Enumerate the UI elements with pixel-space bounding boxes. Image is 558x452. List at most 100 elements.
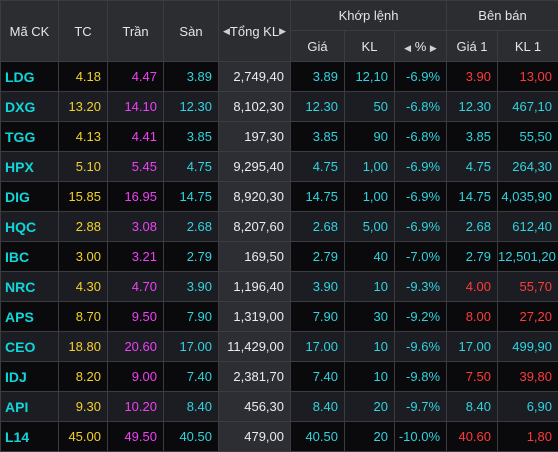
- ref-price-cell: 4.13: [59, 122, 108, 152]
- match-pct-cell: -6.8%: [395, 92, 447, 122]
- total-volume-cell: 2,381,70: [219, 362, 291, 392]
- sell-volume1-cell: 12,501,20: [498, 242, 558, 272]
- sell-price1-cell: 14.75: [447, 182, 498, 212]
- left-arrow-icon[interactable]: ◀: [223, 26, 230, 37]
- match-price-cell: 40.50: [291, 422, 345, 452]
- left-arrow-icon[interactable]: ◀: [404, 43, 411, 53]
- sell-price1-cell: 8.40: [447, 392, 498, 422]
- sell-price1-cell: 12.30: [447, 92, 498, 122]
- col-header-symbol[interactable]: Mã CK: [1, 1, 59, 62]
- match-price-cell: 3.89: [291, 62, 345, 92]
- sell-price1-cell: 4.00: [447, 272, 498, 302]
- symbol-cell: HPX: [1, 152, 59, 182]
- symbol-cell: CEO: [1, 332, 59, 362]
- floor-price-cell: 12.30: [164, 92, 219, 122]
- group-header-sell: Bên bán: [447, 1, 558, 31]
- sell-volume1-cell: 6,90: [498, 392, 558, 422]
- sell-volume1-cell: 4,035,90: [498, 182, 558, 212]
- match-price-cell: 14.75: [291, 182, 345, 212]
- ref-price-cell: 3.00: [59, 242, 108, 272]
- match-price-cell: 7.40: [291, 362, 345, 392]
- match-price-cell: 3.90: [291, 272, 345, 302]
- match-volume-cell: 10: [345, 362, 395, 392]
- total-volume-cell: 197,30: [219, 122, 291, 152]
- ceiling-price-cell: 3.21: [108, 242, 164, 272]
- match-volume-cell: 90: [345, 122, 395, 152]
- ceiling-price-cell: 20.60: [108, 332, 164, 362]
- sell-volume1-cell: 499,90: [498, 332, 558, 362]
- col-header-ceiling[interactable]: Trần: [108, 1, 164, 62]
- floor-price-cell: 17.00: [164, 332, 219, 362]
- floor-price-cell: 40.50: [164, 422, 219, 452]
- col-header-sell-volume1[interactable]: KL 1: [498, 31, 558, 62]
- match-price-cell: 3.85: [291, 122, 345, 152]
- match-volume-cell: 1,00: [345, 152, 395, 182]
- sell-volume1-cell: 55,70: [498, 272, 558, 302]
- sell-price1-cell: 2.68: [447, 212, 498, 242]
- symbol-cell: TGG: [1, 122, 59, 152]
- col-header-match-pct[interactable]: ◀ % ▶: [395, 31, 447, 62]
- total-volume-cell: 169,50: [219, 242, 291, 272]
- floor-price-cell: 2.79: [164, 242, 219, 272]
- symbol-cell: DXG: [1, 92, 59, 122]
- col-header-match-volume[interactable]: KL: [345, 31, 395, 62]
- match-pct-cell: -6.9%: [395, 62, 447, 92]
- sell-volume1-cell: 13,00: [498, 62, 558, 92]
- sell-volume1-cell: 1,80: [498, 422, 558, 452]
- match-pct-cell: -6.9%: [395, 212, 447, 242]
- total-volume-cell: 1,319,00: [219, 302, 291, 332]
- ceiling-price-cell: 4.70: [108, 272, 164, 302]
- symbol-cell: LDG: [1, 62, 59, 92]
- total-volume-cell: 9,295,40: [219, 152, 291, 182]
- total-volume-cell: 479,00: [219, 422, 291, 452]
- right-arrow-icon[interactable]: ▶: [430, 43, 437, 53]
- ceiling-price-cell: 14.10: [108, 92, 164, 122]
- ref-price-cell: 8.20: [59, 362, 108, 392]
- sell-price1-cell: 8.00: [447, 302, 498, 332]
- right-arrow-icon[interactable]: ▶: [279, 26, 286, 37]
- floor-price-cell: 8.40: [164, 392, 219, 422]
- col-header-sell-price1[interactable]: Giá 1: [447, 31, 498, 62]
- col-header-ref[interactable]: TC: [59, 1, 108, 62]
- match-pct-cell: -7.0%: [395, 242, 447, 272]
- sell-price1-cell: 4.75: [447, 152, 498, 182]
- match-pct-cell: -9.7%: [395, 392, 447, 422]
- match-price-cell: 12.30: [291, 92, 345, 122]
- floor-price-cell: 7.90: [164, 302, 219, 332]
- col-header-match-price[interactable]: Giá: [291, 31, 345, 62]
- sell-volume1-cell: 612,40: [498, 212, 558, 242]
- ref-price-cell: 4.30: [59, 272, 108, 302]
- match-pct-cell: -6.9%: [395, 182, 447, 212]
- sell-volume1-cell: 39,80: [498, 362, 558, 392]
- match-price-cell: 2.68: [291, 212, 345, 242]
- ref-price-cell: 15.85: [59, 182, 108, 212]
- ceiling-price-cell: 49.50: [108, 422, 164, 452]
- symbol-cell: NRC: [1, 272, 59, 302]
- sell-price1-cell: 2.79: [447, 242, 498, 272]
- group-header-match: Khớp lệnh: [291, 1, 447, 31]
- total-volume-cell: 456,30: [219, 392, 291, 422]
- sell-volume1-cell: 27,20: [498, 302, 558, 332]
- ref-price-cell: 4.18: [59, 62, 108, 92]
- match-volume-cell: 40: [345, 242, 395, 272]
- sell-volume1-cell: 264,30: [498, 152, 558, 182]
- ceiling-price-cell: 16.95: [108, 182, 164, 212]
- col-header-total-volume[interactable]: ◀ Tổng KL ▶: [219, 1, 291, 62]
- col-header-floor[interactable]: Sàn: [164, 1, 219, 62]
- match-volume-cell: 30: [345, 302, 395, 332]
- match-pct-cell: -9.8%: [395, 362, 447, 392]
- ref-price-cell: 13.20: [59, 92, 108, 122]
